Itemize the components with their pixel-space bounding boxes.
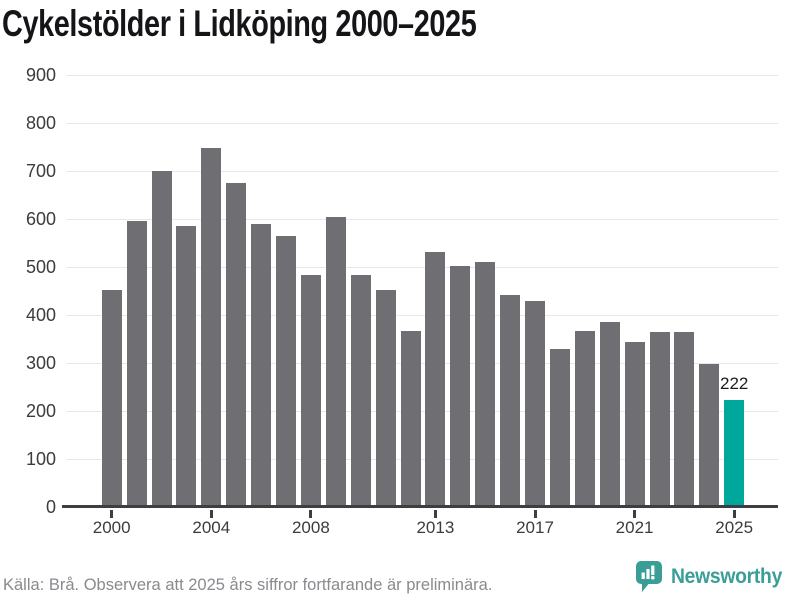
bar-2002 [151,171,172,507]
y-tick-label-600: 600 [25,209,56,229]
x-tick-2004 [209,510,213,518]
newsworthy-speech-bubble-bar-chart-icon [636,561,663,592]
bar-2012 [400,331,421,507]
bar-2022 [649,332,670,507]
bar-2013 [425,252,446,507]
x-tick-2008 [309,510,313,518]
y-tick-label-200: 200 [25,401,56,421]
x-tick-2025 [732,510,736,518]
bar-2019 [574,331,595,507]
y-tick-label-500: 500 [25,257,56,277]
bar-2024 [699,364,720,507]
x-tick-2013 [433,510,437,518]
chart-title: Cykelstölder i Lidköping 2000–2025 [2,3,477,44]
bar-2007 [276,236,296,507]
bar-2006 [251,224,272,507]
x-tick-label-2017: 2017 [516,518,554,537]
bar-2021 [624,342,645,507]
y-tick-label-400: 400 [25,305,56,325]
gridline-200 [66,410,778,412]
x-tick-2017 [533,510,537,518]
gridline-700 [66,170,778,172]
x-tick-2021 [633,510,637,518]
gridline-900 [66,74,778,76]
gridline-300 [66,362,778,364]
y-tick-label-800: 800 [25,113,56,133]
bar-2000 [101,290,122,507]
newsworthy-wordmark: Newsworthy [671,565,783,588]
gridline-800 [66,122,778,124]
x-tick-2000 [110,510,114,518]
x-tick-label-2008: 2008 [291,518,330,537]
gridline-100 [66,458,778,460]
bar-chart-plot-area: 222 [62,74,778,518]
bar-2004 [201,148,222,507]
bar-2011 [375,290,396,507]
y-tick-label-0: 0 [45,497,56,517]
y-tick-label-100: 100 [25,449,56,469]
bar-2020 [599,322,620,507]
y-tick-label-700: 700 [25,161,56,181]
y-tick-label-300: 300 [25,353,56,373]
bar-2009 [325,217,346,507]
bar-2025 [724,400,745,507]
bar-2010 [350,275,371,507]
source-note: Källa: Brå. Observera att 2025 års siffr… [3,576,493,594]
bar-2015 [475,262,496,507]
bar-2005 [226,183,247,507]
bar-2017 [525,301,545,507]
data-label-2025: 222 [720,374,749,394]
bar-2003 [176,226,197,507]
bar-2016 [500,295,521,507]
gridline-600 [66,218,778,220]
y-tick-label-900: 900 [25,65,56,85]
bar-2001 [126,221,147,507]
x-tick-label-2013: 2013 [416,518,455,537]
x-axis-line [62,505,778,508]
x-tick-label-2000: 2000 [92,518,131,537]
x-tick-label-2004: 2004 [192,518,231,537]
bar-2008 [300,275,321,507]
bar-2023 [674,332,695,507]
newsworthy-logo[interactable]: Newsworthy [636,561,792,593]
x-tick-label-2021: 2021 [615,518,654,537]
bar-2014 [450,266,471,507]
bar-2018 [549,349,570,507]
gridline-400 [66,314,778,316]
x-tick-label-2025: 2025 [715,518,754,537]
gridline-500 [66,266,778,268]
